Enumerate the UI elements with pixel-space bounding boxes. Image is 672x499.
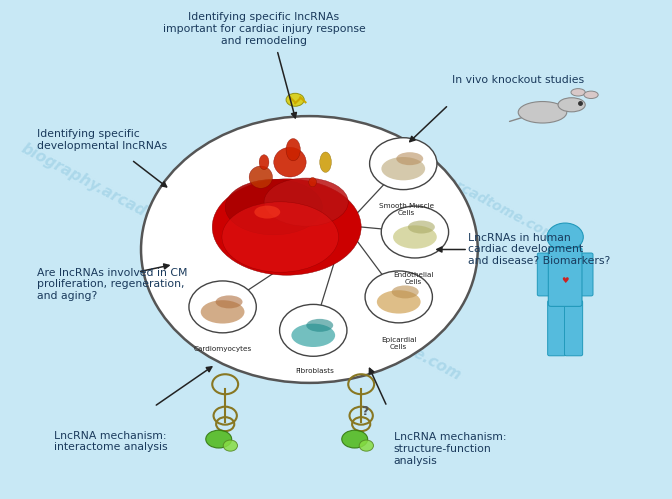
Ellipse shape — [274, 147, 306, 177]
Text: Endothelial
Cells: Endothelial Cells — [393, 272, 433, 285]
Text: Smooth Muscle
Cells: Smooth Muscle Cells — [379, 203, 434, 216]
FancyBboxPatch shape — [548, 300, 566, 356]
Ellipse shape — [286, 139, 300, 161]
Text: Epicardial
Cells: Epicardial Cells — [381, 337, 417, 350]
Ellipse shape — [342, 430, 368, 448]
Ellipse shape — [141, 116, 478, 383]
FancyBboxPatch shape — [548, 248, 582, 306]
Circle shape — [365, 271, 432, 323]
Ellipse shape — [518, 101, 566, 123]
Ellipse shape — [259, 155, 269, 170]
Circle shape — [189, 281, 256, 333]
Text: Identifying specific
developmental lncRNAs: Identifying specific developmental lncRN… — [38, 129, 167, 151]
FancyBboxPatch shape — [538, 253, 552, 296]
Text: Cardiomyocytes: Cardiomyocytes — [194, 346, 252, 352]
Ellipse shape — [377, 290, 421, 313]
Text: biography.arcadtome.com: biography.arcadtome.com — [372, 136, 558, 244]
Ellipse shape — [320, 152, 331, 172]
Ellipse shape — [212, 179, 361, 275]
Ellipse shape — [264, 178, 348, 226]
Ellipse shape — [206, 430, 232, 448]
Ellipse shape — [222, 202, 339, 272]
FancyBboxPatch shape — [564, 300, 583, 356]
FancyBboxPatch shape — [579, 253, 593, 296]
Text: Fibroblasts: Fibroblasts — [295, 368, 334, 374]
Ellipse shape — [225, 179, 323, 235]
Circle shape — [280, 304, 347, 356]
Text: ♥: ♥ — [561, 276, 569, 285]
Ellipse shape — [382, 157, 425, 180]
Text: LncRNA mechanism:
interactome analysis: LncRNA mechanism: interactome analysis — [54, 431, 167, 453]
Circle shape — [547, 223, 583, 251]
Text: Identifying specific lncRNAs
important for cardiac injury response
and remodelin: Identifying specific lncRNAs important f… — [163, 12, 366, 46]
Text: In vivo knockout studies: In vivo knockout studies — [452, 75, 584, 85]
Ellipse shape — [223, 440, 237, 451]
Ellipse shape — [292, 324, 335, 347]
Ellipse shape — [584, 91, 598, 98]
Text: LncRNAs in human
cardiac development
and disease? Biomarkers?: LncRNAs in human cardiac development and… — [468, 233, 610, 266]
Ellipse shape — [571, 89, 585, 96]
Ellipse shape — [308, 178, 317, 187]
Ellipse shape — [558, 98, 585, 112]
Ellipse shape — [392, 285, 419, 298]
Circle shape — [370, 138, 437, 190]
Text: ?: ? — [361, 405, 368, 418]
Ellipse shape — [216, 295, 243, 308]
Ellipse shape — [286, 93, 304, 106]
Circle shape — [381, 206, 449, 258]
Ellipse shape — [396, 152, 423, 165]
Text: Are lncRNAs involved in CM
proliferation, regeneration,
and aging?: Are lncRNAs involved in CM proliferation… — [38, 268, 188, 301]
Ellipse shape — [306, 319, 333, 332]
Ellipse shape — [201, 300, 245, 323]
Text: biography.arcadtome.com: biography.arcadtome.com — [259, 265, 464, 384]
Text: biography.arcadtome.com: biography.arcadtome.com — [19, 140, 224, 259]
Text: LncRNA mechanism:
structure-function
analysis: LncRNA mechanism: structure-function ana… — [394, 433, 506, 466]
Ellipse shape — [408, 221, 435, 234]
Ellipse shape — [254, 206, 280, 219]
Ellipse shape — [249, 166, 272, 188]
Ellipse shape — [360, 440, 374, 451]
Ellipse shape — [393, 226, 437, 249]
